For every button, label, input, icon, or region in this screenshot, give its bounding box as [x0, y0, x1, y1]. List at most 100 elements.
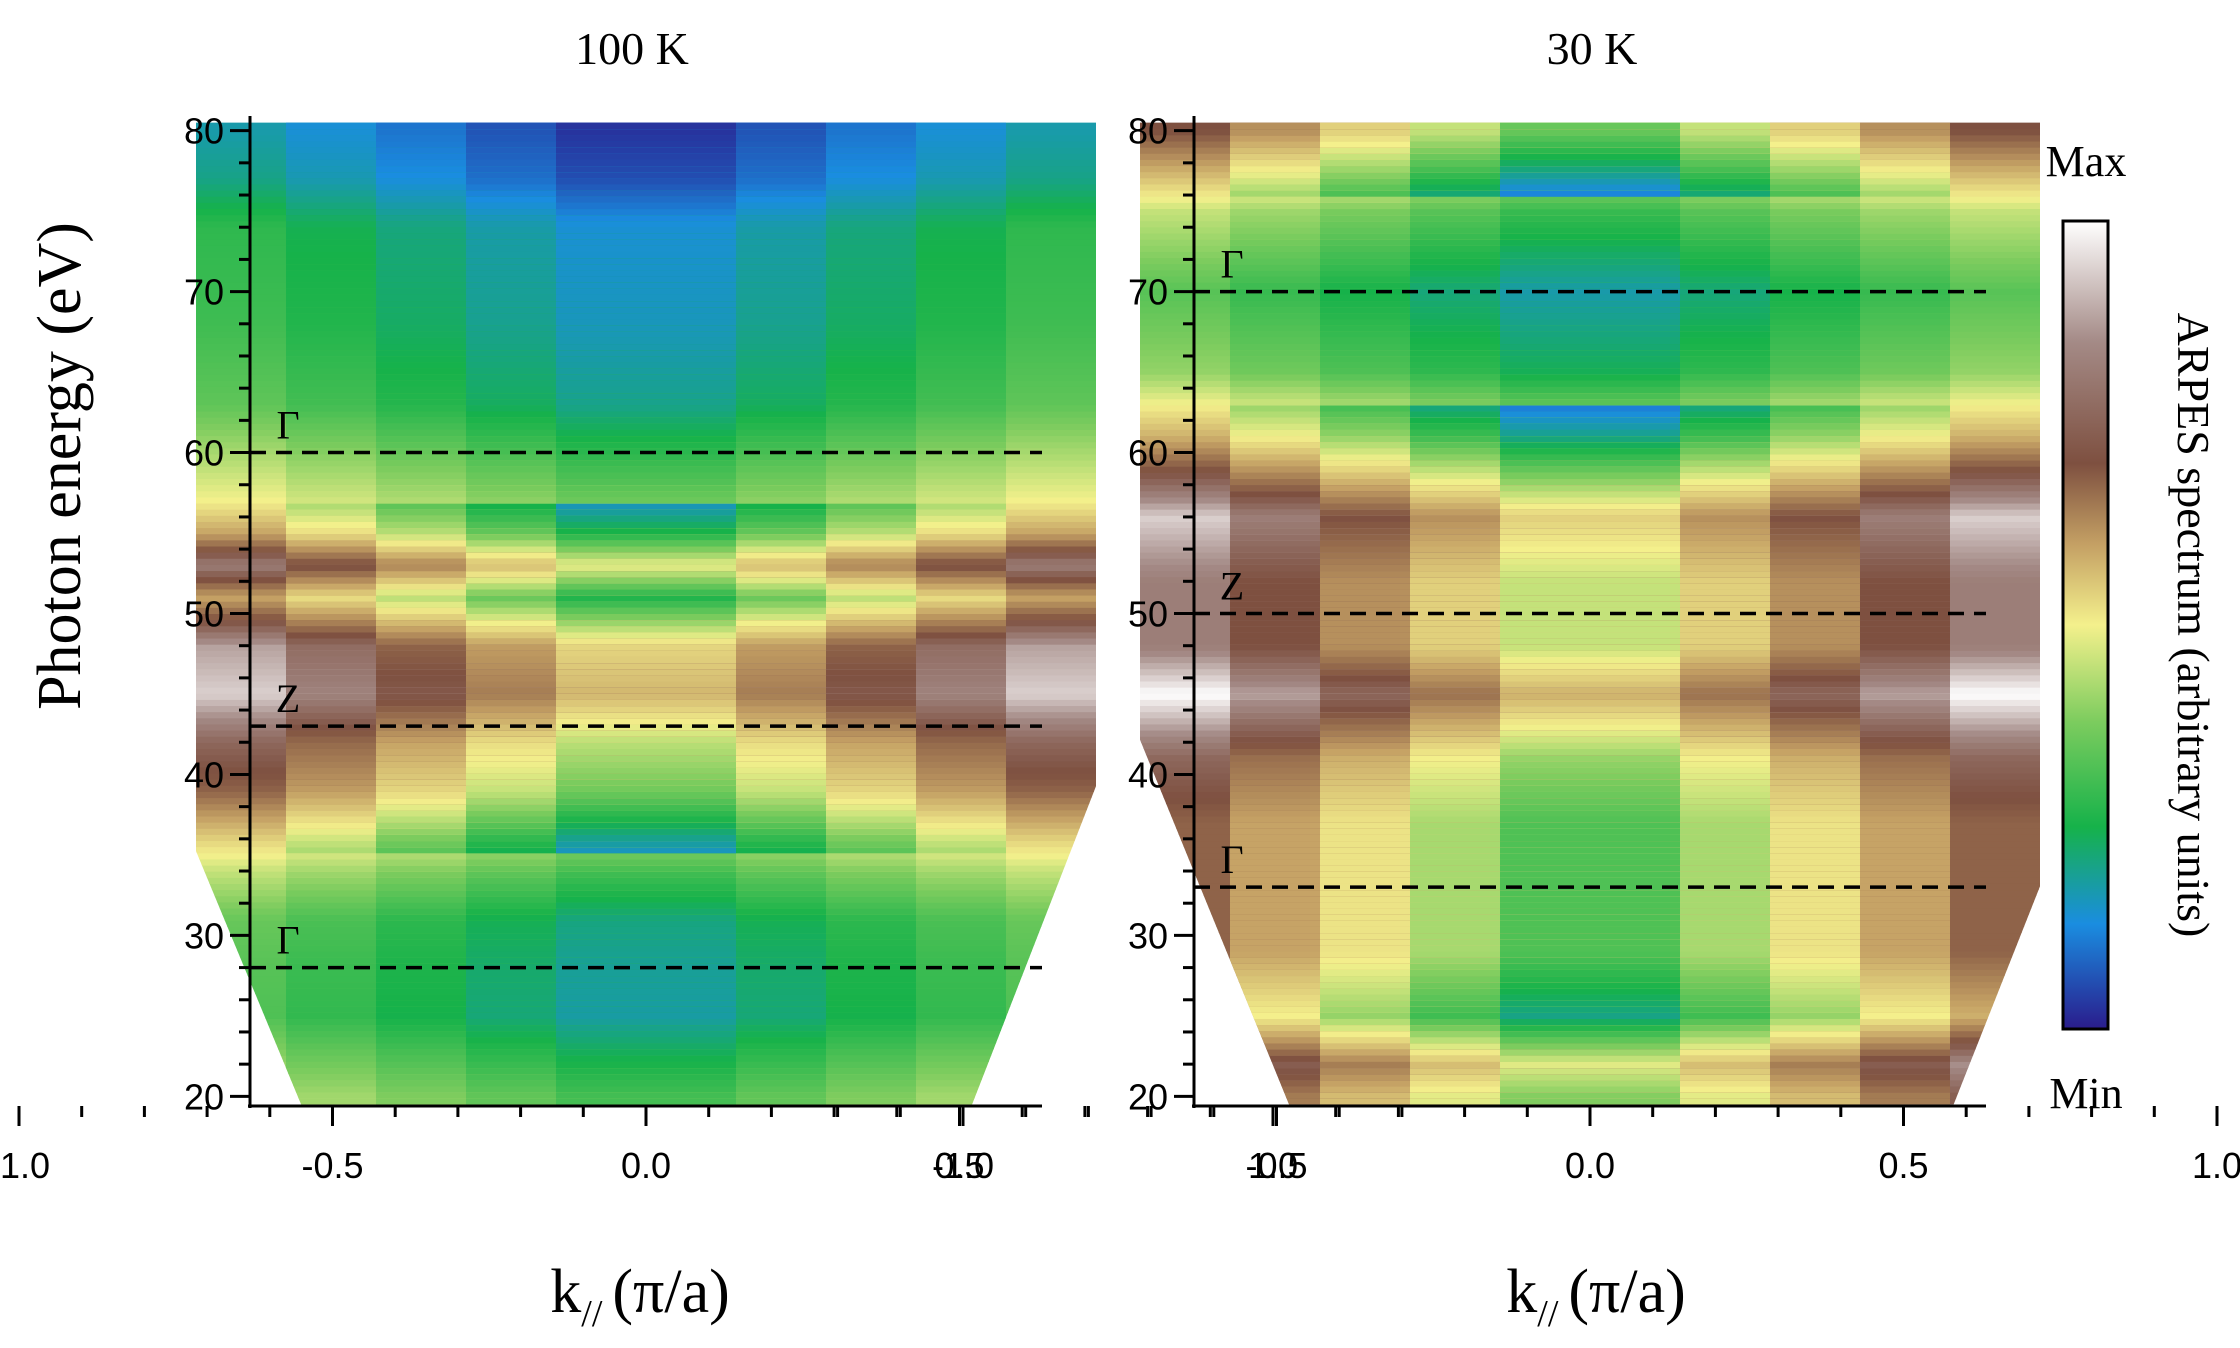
- heatmap-cell: [1500, 1079, 1680, 1087]
- heatmap-cell: [556, 907, 736, 915]
- heatmap-cell: [1500, 919, 1680, 927]
- heatmap-cell: [1500, 987, 1680, 995]
- heatmap-cell: [1500, 668, 1680, 676]
- heatmap-cell: [1500, 214, 1680, 222]
- heatmap-cell: [1500, 226, 1680, 234]
- heatmap-cell: [1500, 1011, 1680, 1019]
- heatmap-cell: [1500, 244, 1680, 252]
- heatmap-cell: [556, 416, 736, 424]
- heatmap-cell: [1500, 324, 1680, 332]
- heatmap-cell: [1500, 876, 1680, 884]
- heatmap-cell: [556, 913, 736, 921]
- heatmap-cell: [556, 158, 736, 167]
- heatmap-cell: [1500, 981, 1680, 989]
- heatmap-cell: [556, 606, 736, 614]
- y-tick-label: 70: [184, 272, 224, 313]
- heatmap-cell: [556, 146, 736, 154]
- heatmap-cell: [1500, 938, 1680, 946]
- heatmap-cell: [1500, 392, 1680, 400]
- y-axis-title: Photon energy (eV): [26, 222, 94, 710]
- heatmap-cell: [1500, 189, 1680, 197]
- heatmap-cell: [556, 201, 736, 210]
- heatmap-cell: [556, 889, 736, 897]
- heatmap-cell: [556, 226, 736, 234]
- heatmap-cell: [1500, 484, 1680, 492]
- panel-title-100k: 100 K: [575, 23, 689, 74]
- heatmap-cell: [1500, 208, 1680, 216]
- heatmap-cell: [1500, 300, 1680, 308]
- heatmap-cell: [1500, 1054, 1680, 1062]
- heatmap-cell: [1500, 655, 1680, 664]
- heatmap-cell: [1500, 146, 1680, 154]
- colorbar-min-label: Min: [2049, 1069, 2122, 1118]
- heatmap-cell: [1500, 1048, 1680, 1056]
- heatmap-1: [1140, 122, 2040, 1105]
- y-tick-label: 80: [1128, 111, 1168, 152]
- heatmap-cell: [1500, 373, 1680, 381]
- heatmap-cell: [1500, 1005, 1680, 1013]
- x-tick-label: -0.5: [301, 1145, 363, 1186]
- heatmap-cell: [1500, 257, 1680, 265]
- heatmap-cell: [556, 833, 736, 842]
- x-axis-sub-30k: //: [1537, 1293, 1559, 1335]
- heatmap-cell: [556, 177, 736, 185]
- heatmap-cell: [1500, 594, 1680, 602]
- heatmap-cell: [556, 588, 736, 596]
- heatmap-cell: [556, 330, 736, 338]
- heatmap-cell: [556, 398, 736, 406]
- heatmap-cell: [1500, 281, 1680, 289]
- heatmap-cell: [556, 1097, 736, 1105]
- heatmap-cell: [1500, 1067, 1680, 1075]
- heatmap-cell: [556, 876, 736, 884]
- heatmap-cell: [556, 1030, 736, 1038]
- heatmap-cell: [1500, 760, 1680, 768]
- heatmap-cell: [1500, 858, 1680, 866]
- heatmap-cell: [1500, 398, 1680, 406]
- heatmap-cell: [1500, 821, 1680, 829]
- heatmap-cell: [556, 557, 736, 565]
- heatmap-cell: [1500, 999, 1680, 1007]
- heatmap-cell: [1500, 895, 1680, 903]
- x-tick-label: 0.0: [621, 1145, 671, 1186]
- symmetry-point-label: Z: [276, 676, 300, 721]
- heatmap-cell: [1500, 293, 1680, 302]
- heatmap-cell: [1500, 428, 1680, 437]
- y-tick-label: 20: [184, 1076, 224, 1117]
- x-axis-k-100k: k: [550, 1258, 581, 1326]
- heatmap-cell: [1500, 925, 1680, 934]
- heatmap-cell: [556, 1067, 736, 1075]
- heatmap-cell: [1500, 625, 1680, 633]
- heatmap-cell: [556, 392, 736, 400]
- heatmap-cell: [1500, 613, 1680, 621]
- heatmap-cell: [1500, 533, 1680, 541]
- heatmap-cell: [1500, 1091, 1680, 1099]
- heatmap-cell: [556, 840, 736, 848]
- heatmap-cell: [1500, 441, 1680, 449]
- symmetry-point-label: Z: [1220, 564, 1244, 609]
- heatmap-cell: [556, 257, 736, 265]
- heatmap-cell: [1500, 1060, 1680, 1069]
- heatmap-cell: [1500, 318, 1680, 326]
- heatmap-cell: [556, 674, 736, 682]
- heatmap-cell: [1500, 453, 1680, 461]
- colorbar-gradient: [2061, 219, 2110, 1031]
- heatmap-cell: [1500, 404, 1680, 412]
- heatmap-cell: [556, 471, 736, 480]
- heatmap-cell: [556, 244, 736, 252]
- heatmap-cell: [1500, 711, 1680, 719]
- heatmap-cell: [556, 784, 736, 792]
- heatmap-cell: [556, 754, 736, 762]
- colorbar: Max Min ARPES spectrum (arbitrary units): [2046, 137, 2219, 1118]
- heatmap-cell: [1500, 790, 1680, 799]
- heatmap-cell: [1500, 637, 1680, 645]
- y-tick-label: 60: [1128, 433, 1168, 474]
- heatmap-cell: [556, 975, 736, 983]
- heatmap-cell: [556, 821, 736, 829]
- heatmap-cell: [556, 711, 736, 719]
- heatmap-cell: [1500, 502, 1680, 510]
- heatmap-cell: [556, 508, 736, 516]
- heatmap-cell: [1500, 766, 1680, 774]
- heatmap-cell: [1500, 508, 1680, 516]
- heatmap-cell: [1500, 784, 1680, 792]
- heatmap-cell: [556, 453, 736, 461]
